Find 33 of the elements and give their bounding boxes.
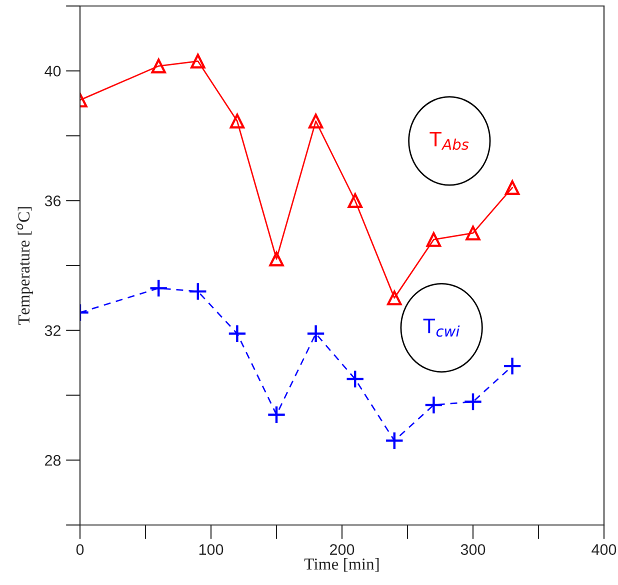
x-tick-label: 100 (199, 544, 224, 555)
point (504, 180, 520, 196)
point (384, 431, 404, 450)
x-tick-label: 0 (76, 544, 84, 555)
point (348, 193, 362, 208)
point (426, 232, 442, 247)
point (269, 252, 284, 266)
point (306, 324, 326, 344)
point (464, 392, 482, 412)
x-tick-label: 200 (330, 544, 354, 555)
point (188, 282, 208, 301)
point (151, 58, 166, 74)
y-tick-label: 36 (44, 195, 61, 206)
x-tick-label: 300 (460, 544, 486, 555)
point (466, 226, 480, 240)
y-tick-label: 32 (44, 325, 60, 336)
text: T$_{cwi}$ (423, 318, 460, 337)
y-tick-label: 40 (44, 66, 61, 77)
point (149, 278, 168, 298)
x-tick-label: 400 (592, 544, 616, 555)
x-axis-title: Time [min] (304, 558, 379, 572)
y-tick-label: 28 (45, 454, 61, 466)
point (346, 370, 365, 388)
point (267, 405, 286, 424)
point (502, 356, 522, 376)
point (228, 324, 247, 344)
point (308, 114, 324, 129)
point (387, 290, 402, 306)
point (424, 396, 444, 414)
point (230, 114, 245, 129)
y-axis-title: Temperature [$^{o}$C] (16, 207, 33, 325)
text: T$_{Abs}$ (430, 132, 469, 150)
point (190, 54, 206, 69)
